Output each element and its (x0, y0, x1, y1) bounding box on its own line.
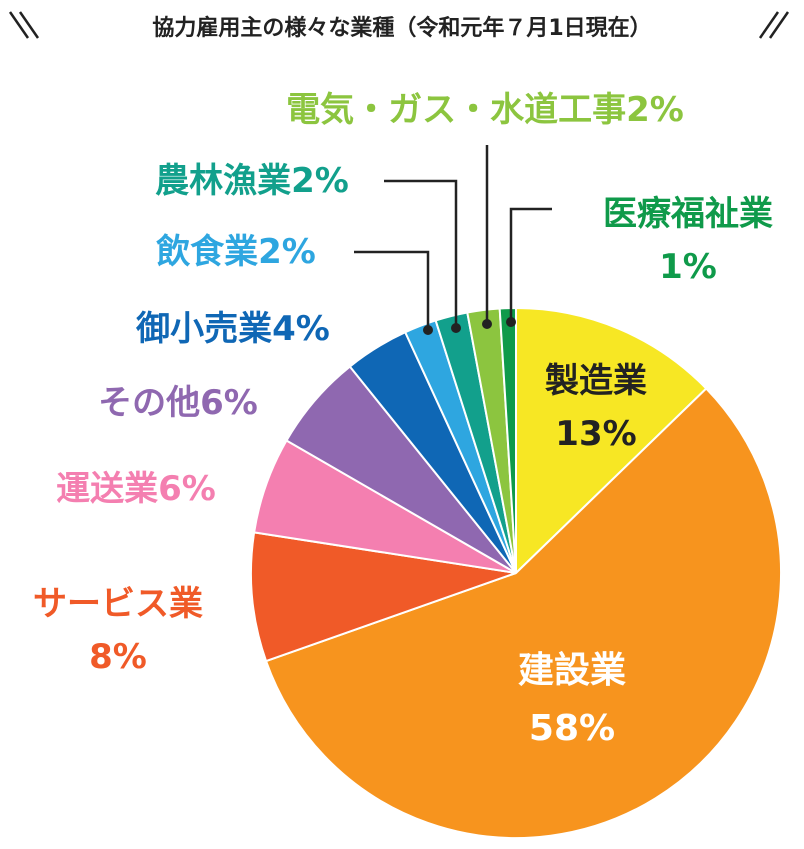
title-slash-right-1 (758, 11, 780, 39)
label-utilities: 電気・ガス・水道工事2% (286, 90, 684, 130)
label-agriculture: 農林漁業2% (155, 161, 349, 201)
pie-chart: 製造業 13% 建設業 58% サービス業 8% 運送業6% その他6% 御小売業4% 飲食業2%… (33, 90, 782, 839)
pie-slice-construction (264, 387, 782, 839)
value-manufacturing: 13% (555, 414, 636, 454)
label-other: その他6% (98, 383, 258, 423)
title-slash-left-1 (8, 11, 30, 39)
chart-title: 協力雇用主の様々な業種（令和元年７月1日現在） (152, 16, 652, 41)
food-leader-dot (423, 325, 433, 335)
title-slash-right-2 (768, 11, 790, 39)
pie-slice-medical (498, 306, 517, 574)
medical-leader-line (509, 207, 552, 322)
medical-leader-dot (506, 317, 516, 327)
utilities-leader-dot (482, 319, 492, 329)
label-construction: 建設業 (518, 650, 626, 691)
title-decoration (8, 11, 790, 39)
label-manufacturing: 製造業 (545, 361, 647, 401)
label-transport: 運送業6% (56, 469, 216, 509)
title-area: 協力雇用主の様々な業種（令和元年７月1日現在） (0, 0, 804, 46)
agriculture-leader-line (384, 179, 458, 328)
agriculture-leader-dot (451, 323, 461, 333)
label-retail: 御小売業4% (135, 309, 330, 349)
food-leader-line (354, 250, 430, 330)
pie-slice-service (250, 531, 517, 663)
pie-slice-manufacturing (515, 306, 708, 576)
value-medical: 1% (659, 247, 717, 287)
label-service: サービス業 (33, 584, 203, 624)
value-construction: 58% (529, 708, 615, 749)
label-food: 飲食業2% (156, 232, 316, 272)
value-service: 8% (89, 637, 147, 677)
title-slash-left-2 (18, 11, 40, 39)
label-medical: 医療福祉業 (603, 194, 773, 234)
